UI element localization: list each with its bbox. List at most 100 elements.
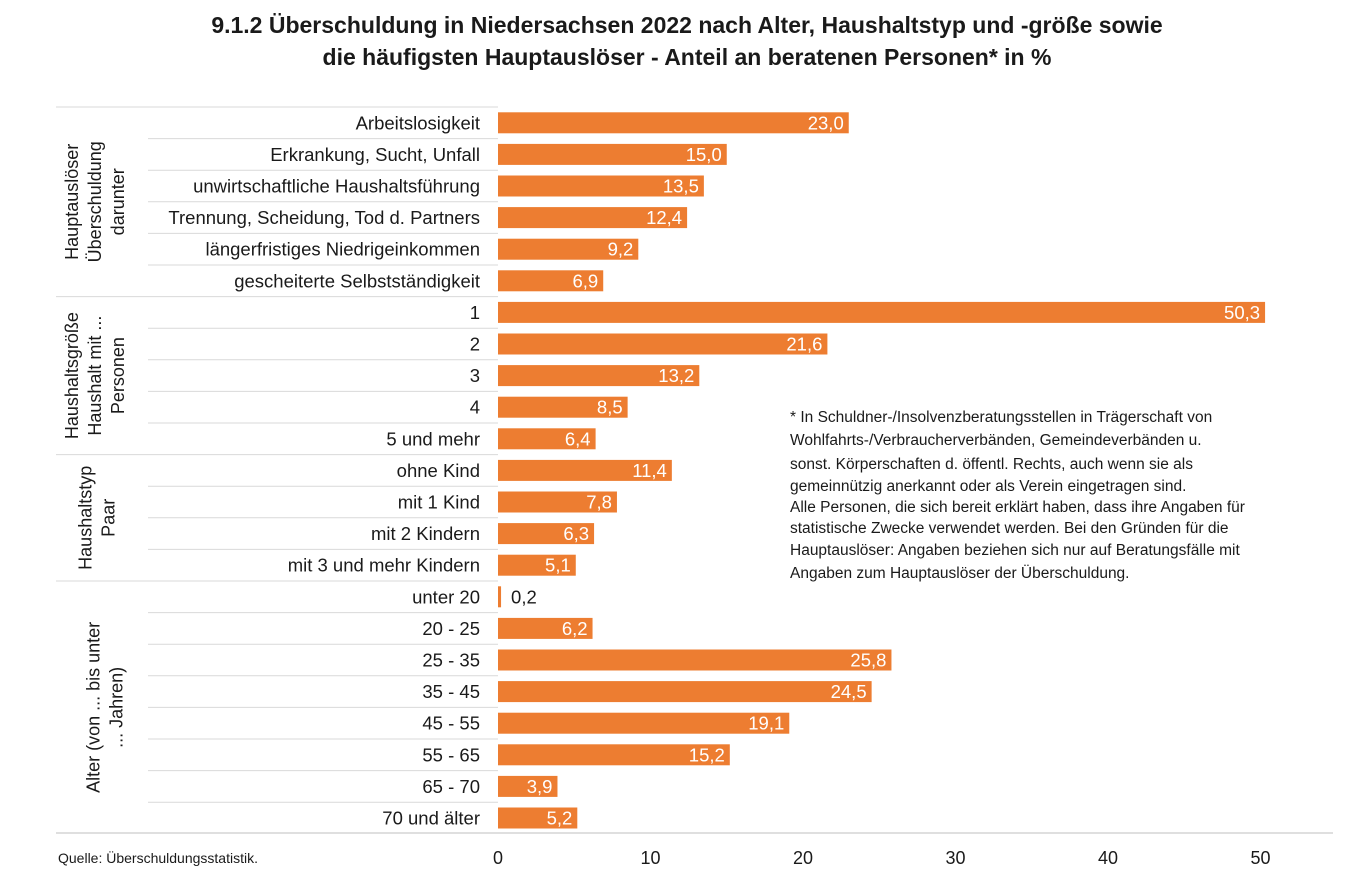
group-label-line: Haushaltstyp [76, 466, 96, 570]
bar [498, 428, 596, 450]
category-label: 65 - 70 [422, 776, 480, 797]
row-separators [56, 106, 498, 803]
category-label: 3 [470, 365, 480, 386]
data-label: 0,2 [511, 586, 537, 607]
bar [498, 681, 872, 703]
category-label: 25 - 35 [422, 650, 480, 671]
category-label: unter 20 [412, 586, 480, 607]
category-label: 20 - 25 [422, 618, 480, 639]
bar [498, 459, 672, 481]
data-label: 6,2 [562, 618, 588, 639]
group-label: Haushaltsgröße Haushalt mit ... Personen [62, 312, 128, 439]
data-label: 5,1 [545, 555, 571, 576]
data-label: 13,2 [658, 365, 694, 386]
footnote-line: Angaben zum Hauptauslöser der Überschuld… [790, 564, 1130, 582]
bar [498, 396, 628, 418]
group-label-line: Hauptauslöser [62, 144, 82, 260]
category-label: mit 2 Kindern [371, 523, 480, 544]
data-label: 11,4 [632, 460, 667, 481]
category-label: gescheiterte Selbstständigkeit [234, 270, 480, 291]
chart-title-line-2: die häufigsten Hauptauslöser - Anteil an… [323, 44, 1052, 70]
group-label: Haushaltstyp Paar [76, 466, 119, 570]
data-label: 6,4 [565, 428, 591, 449]
data-label: 23,0 [808, 112, 844, 133]
category-label: 35 - 45 [422, 681, 480, 702]
bar [498, 523, 595, 545]
data-label: 25,8 [850, 650, 886, 671]
x-tick-label: 30 [945, 848, 965, 868]
category-label: unwirtschaftliche Haushaltsführung [193, 176, 480, 197]
data-label: 3,9 [527, 776, 553, 797]
category-label: 2 [470, 334, 480, 355]
x-tick-label: 10 [640, 848, 660, 868]
group-label: Alter (von ... bis unter... Jahren) [84, 622, 127, 793]
footnote: * In Schuldner-/Insolvenzberatungsstelle… [790, 409, 1245, 582]
data-label: 12,4 [646, 207, 682, 228]
bar [498, 270, 604, 292]
group-label-line: Personen [108, 337, 128, 414]
bar [498, 554, 576, 576]
bar [498, 491, 617, 513]
x-axis-tick-labels: 0 10 20 30 40 50 [493, 848, 1271, 868]
category-label: 1 [470, 302, 480, 323]
footnote-line: gemeinnützig anerkannt oder als Verein e… [790, 478, 1186, 495]
group-label-line: Paar [99, 499, 119, 537]
group-label-line: Überschuldung [85, 141, 105, 262]
bar [498, 238, 639, 260]
data-label: 6,3 [563, 523, 589, 544]
group-label-line: Alter (von ... bis unter [84, 622, 104, 793]
bar [498, 807, 578, 829]
category-label: 55 - 65 [422, 744, 480, 765]
group-labels: Hauptauslöser Überschuldung darunter Hausha… [62, 141, 128, 793]
data-label: 21,6 [786, 334, 822, 355]
group-label-line: ... Jahren) [107, 667, 127, 748]
bar [498, 175, 704, 197]
footnote-line: statistische Zwecke verwendet werden. Be… [790, 520, 1229, 537]
category-label: Trennung, Scheidung, Tod d. Partners [168, 207, 480, 228]
group-label: Hauptauslöser Überschuldung darunter [62, 141, 128, 262]
bar [498, 143, 727, 165]
category-label: mit 1 Kind [398, 492, 480, 513]
bar [498, 333, 828, 355]
category-label: mit 3 und mehr Kindern [288, 555, 480, 576]
data-label: 15,0 [686, 144, 722, 165]
bar [498, 301, 1266, 323]
category-label: 4 [470, 397, 480, 418]
group-label-line: Haushalt mit ... [85, 316, 105, 436]
x-tick-label: 0 [493, 848, 503, 868]
data-label: 5,2 [547, 808, 573, 829]
data-label: 24,5 [831, 681, 867, 702]
category-label: Arbeitslosigkeit [356, 112, 480, 133]
x-tick-label: 50 [1250, 848, 1270, 868]
x-tick-label: 40 [1098, 848, 1118, 868]
bar [498, 712, 790, 734]
category-labels: Arbeitslosigkeit Erkrankung, Sucht, Unfal… [168, 112, 480, 828]
category-label: 5 und mehr [386, 428, 480, 449]
footnote-line: * In Schuldner-/Insolvenzberatungsstelle… [790, 409, 1212, 426]
footnote-line: Alle Personen, die sich bereit erklärt h… [790, 499, 1245, 516]
data-label: 6,9 [573, 270, 599, 291]
footnote-line: sonst. Körperschaften d. öffentl. Rechts… [790, 456, 1193, 473]
footnote-line: Wohlfahrts-/Verbraucherverbänden, Gemein… [790, 432, 1202, 449]
x-tick-label: 20 [793, 848, 813, 868]
bar [498, 207, 688, 229]
category-label: 45 - 55 [422, 713, 480, 734]
bar [498, 744, 730, 766]
category-label: 70 und älter [382, 808, 480, 829]
value-labels: 23,0 15,0 13,5 12,4 9,2 6,9 50,3 21,6 13,2 8,5 6,4… [511, 112, 1260, 828]
data-label: 9,2 [608, 239, 634, 260]
data-label: 13,5 [663, 176, 699, 197]
source-note: Quelle: Überschuldungsstatistik. [58, 849, 258, 866]
group-label-line: darunter [108, 168, 128, 235]
bar [498, 775, 558, 797]
bar [498, 112, 849, 134]
data-label: 19,1 [748, 713, 784, 734]
category-label: Erkrankung, Sucht, Unfall [270, 144, 480, 165]
bar [498, 649, 892, 671]
bar [498, 617, 593, 639]
data-label: 15,2 [689, 744, 725, 765]
bars [498, 112, 1266, 829]
data-label: 7,8 [586, 492, 612, 513]
bar [498, 365, 700, 387]
